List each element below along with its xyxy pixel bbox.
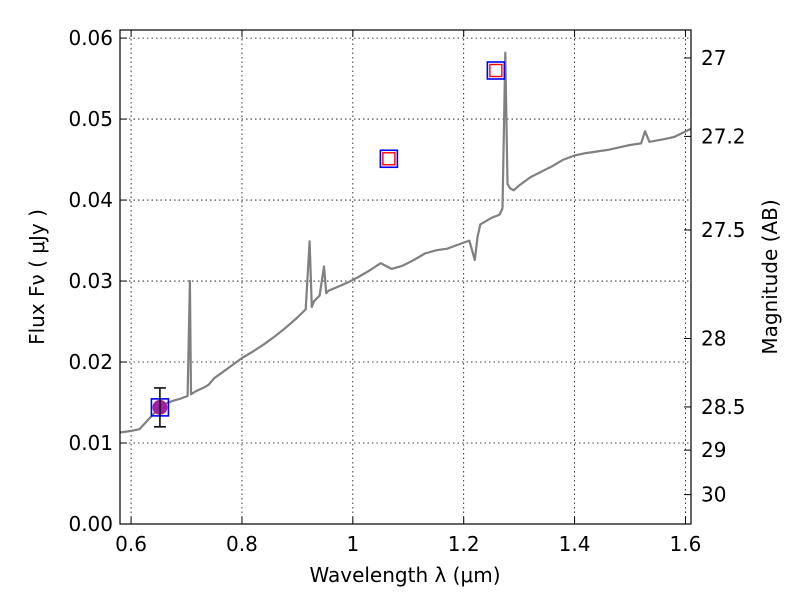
x-axis-label: Wavelength λ (μm) — [309, 563, 500, 587]
photometry-marker — [486, 61, 506, 80]
axis-ticks: 0.6 0.8 1 1.2 1.4 1.6 0.00 0.01 0.02 0.03 0.04 0.05… — [68, 26, 745, 556]
photometry-marker — [379, 149, 399, 169]
right-tick-label: 27.2 — [701, 124, 746, 148]
y-tick-label: 0.00 — [68, 512, 113, 536]
x-tick-label: 0.8 — [226, 532, 258, 556]
right-tick-label: 28.5 — [701, 395, 746, 419]
spectrum-line — [119, 51, 692, 434]
y-tick-label: 0.02 — [68, 350, 113, 374]
x-tick-label: 1 — [346, 532, 359, 556]
y-axis-label: Flux Fν ( μJy ) — [25, 209, 49, 345]
right-tick-label: 27.5 — [701, 218, 746, 242]
model-marker — [489, 63, 503, 78]
x-tick-label: 1.6 — [670, 532, 702, 556]
plot-frame — [119, 29, 692, 525]
right-tick-label: 30 — [701, 483, 726, 507]
y-tick-label: 0.06 — [68, 26, 113, 50]
y-tick-label: 0.05 — [68, 107, 113, 131]
y-tick-label: 0.03 — [68, 269, 113, 293]
right-tick-label: 27 — [701, 46, 726, 70]
model-marker — [382, 152, 396, 166]
right-axis-label: Magnitude (AB) — [758, 199, 782, 354]
y-tick-label: 0.04 — [68, 188, 113, 212]
x-tick-label: 1.2 — [448, 532, 480, 556]
right-tick-label: 28 — [701, 326, 726, 350]
data-layer — [119, 51, 692, 434]
y-tick-label: 0.01 — [68, 431, 113, 455]
x-tick-label: 1.4 — [559, 532, 591, 556]
plot-background — [120, 30, 691, 524]
x-tick-label: 0.6 — [115, 532, 147, 556]
right-tick-label: 29 — [701, 438, 726, 462]
